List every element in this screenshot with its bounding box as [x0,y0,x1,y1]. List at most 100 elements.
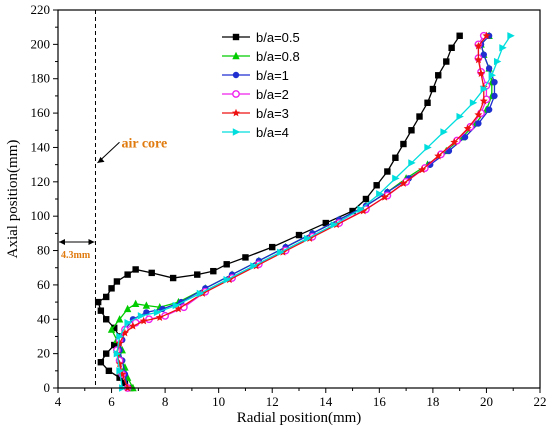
data-point [408,127,415,134]
x-tick-label: 16 [373,394,387,409]
data-point [349,207,356,215]
air-core-arrowhead [97,156,105,163]
data-point [418,165,427,174]
data-point [392,174,400,183]
data-point [111,341,118,349]
data-point [303,234,312,243]
data-point [427,161,434,168]
y-tick-label: 0 [44,380,51,395]
data-point [479,96,488,105]
data-point [116,367,124,375]
data-point [232,108,240,117]
data-point [137,312,146,320]
data-point [469,99,478,107]
data-point [113,349,122,358]
data-point [123,304,132,313]
data-point [424,99,431,106]
data-point [97,359,105,366]
data-point [153,308,162,317]
data-point [485,106,493,113]
legend-label: b/a=2 [256,87,289,102]
x-tick-label: 14 [319,394,333,409]
data-point [443,58,450,65]
legend-label: b/a=0.8 [256,49,300,64]
data-point [474,110,483,119]
data-point [116,332,124,341]
data-point [139,316,148,325]
data-point [434,151,443,160]
data-point [232,51,240,60]
data-point [128,321,137,330]
data-point [115,359,124,368]
data-point [148,269,155,277]
data-point [416,113,423,120]
y-axis-title: Axial position(mm) [5,140,21,259]
data-point [330,221,339,229]
data-point [488,71,496,79]
data-point [456,32,463,39]
data-point [450,138,459,146]
x-tick-label: 22 [534,394,547,409]
series-b-a-3 [112,31,491,392]
x-tick-label: 12 [266,394,279,409]
data-point [172,301,181,310]
legend: b/a=0.5 b/a=0.8 b/a=1 b/a=2 b/a=3 b/a=4 [222,30,300,140]
legend-entry: b/a=0.8 [222,49,300,64]
data-point [97,307,105,314]
data-point [232,71,240,79]
data-point [120,328,129,337]
y-tick-label: 100 [31,208,51,223]
data-point [380,193,389,201]
data-point [155,313,164,321]
data-point [357,205,365,214]
data-point [174,304,183,313]
plot-frame [57,9,541,389]
legend-label: b/a=0.5 [256,30,300,45]
data-point [507,32,515,40]
legend-entry: b/a=3 [222,106,289,121]
gap-label: 4.3mm [61,250,91,261]
y-tick-label: 40 [37,311,50,326]
data-point [113,278,121,285]
legend-entry: b/a=1 [222,68,289,83]
data-point [103,293,110,301]
data-point [232,128,241,136]
data-point [482,31,491,40]
data-point [399,179,408,187]
data-point [269,243,276,251]
data-point [124,271,131,278]
data-point [115,315,124,323]
data-point [477,69,486,77]
data-point [463,124,472,132]
data-point [196,289,205,298]
series-layer [94,31,515,392]
data-point [131,299,140,308]
data-point [392,154,399,161]
data-point [435,72,442,79]
data-point [103,316,110,323]
data-point [116,374,123,381]
data-point [429,85,437,93]
data-point [107,325,116,333]
data-point [232,33,240,41]
data-point [475,120,482,127]
data-point [108,285,115,292]
legend-entry: b/a=2 [222,87,289,102]
data-point [491,92,498,100]
data-point [456,112,464,121]
data-point [194,271,201,278]
annotations: air core 4.3mm [59,10,167,388]
data-point [115,339,124,347]
series-line [116,35,512,389]
data-point [485,65,493,72]
data-point [124,319,132,327]
gap-arrowhead-left [59,238,65,245]
data-point [408,159,416,167]
y-tick-label: 140 [31,139,51,154]
x-tick-label: 20 [480,394,493,409]
data-point [362,195,370,203]
x-axis-title: Radial position(mm) [237,410,362,426]
y-tick-label: 160 [31,105,51,120]
data-point [461,133,469,141]
x-tick-label: 8 [162,394,169,409]
